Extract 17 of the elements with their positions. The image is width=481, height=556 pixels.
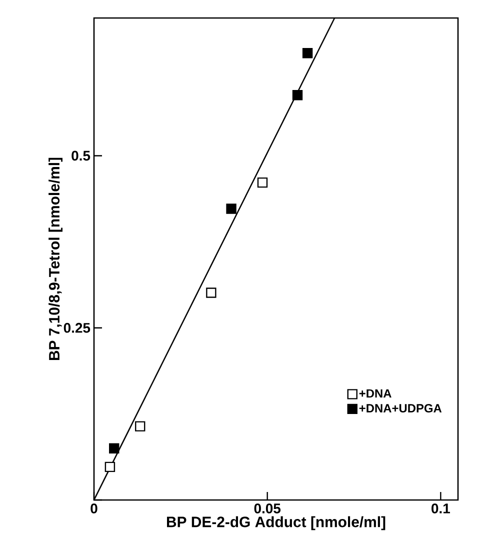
legend-label: +DNA+UDPGA xyxy=(359,404,442,412)
point xyxy=(257,177,268,188)
point xyxy=(226,204,236,214)
x-tick-label: 0 xyxy=(90,504,98,514)
point xyxy=(104,462,116,472)
y-tick-label: 0.5 xyxy=(72,150,90,161)
point xyxy=(302,48,313,58)
x-tick-label: 0.05 xyxy=(254,504,281,514)
y-axis-title: BP 7,10/8,9-Tetrol [nmole/ml] xyxy=(48,158,62,360)
point xyxy=(206,288,216,298)
y-tick-label: 0.25 xyxy=(64,322,90,333)
x-tick-label: 0.1 xyxy=(432,504,450,514)
legend-label: +DNA xyxy=(359,389,392,398)
point xyxy=(109,443,120,454)
point xyxy=(292,90,303,100)
x-axis-title: BP DE-2-dG Adduct [nmole/ml] xyxy=(167,516,386,530)
point xyxy=(135,421,146,432)
